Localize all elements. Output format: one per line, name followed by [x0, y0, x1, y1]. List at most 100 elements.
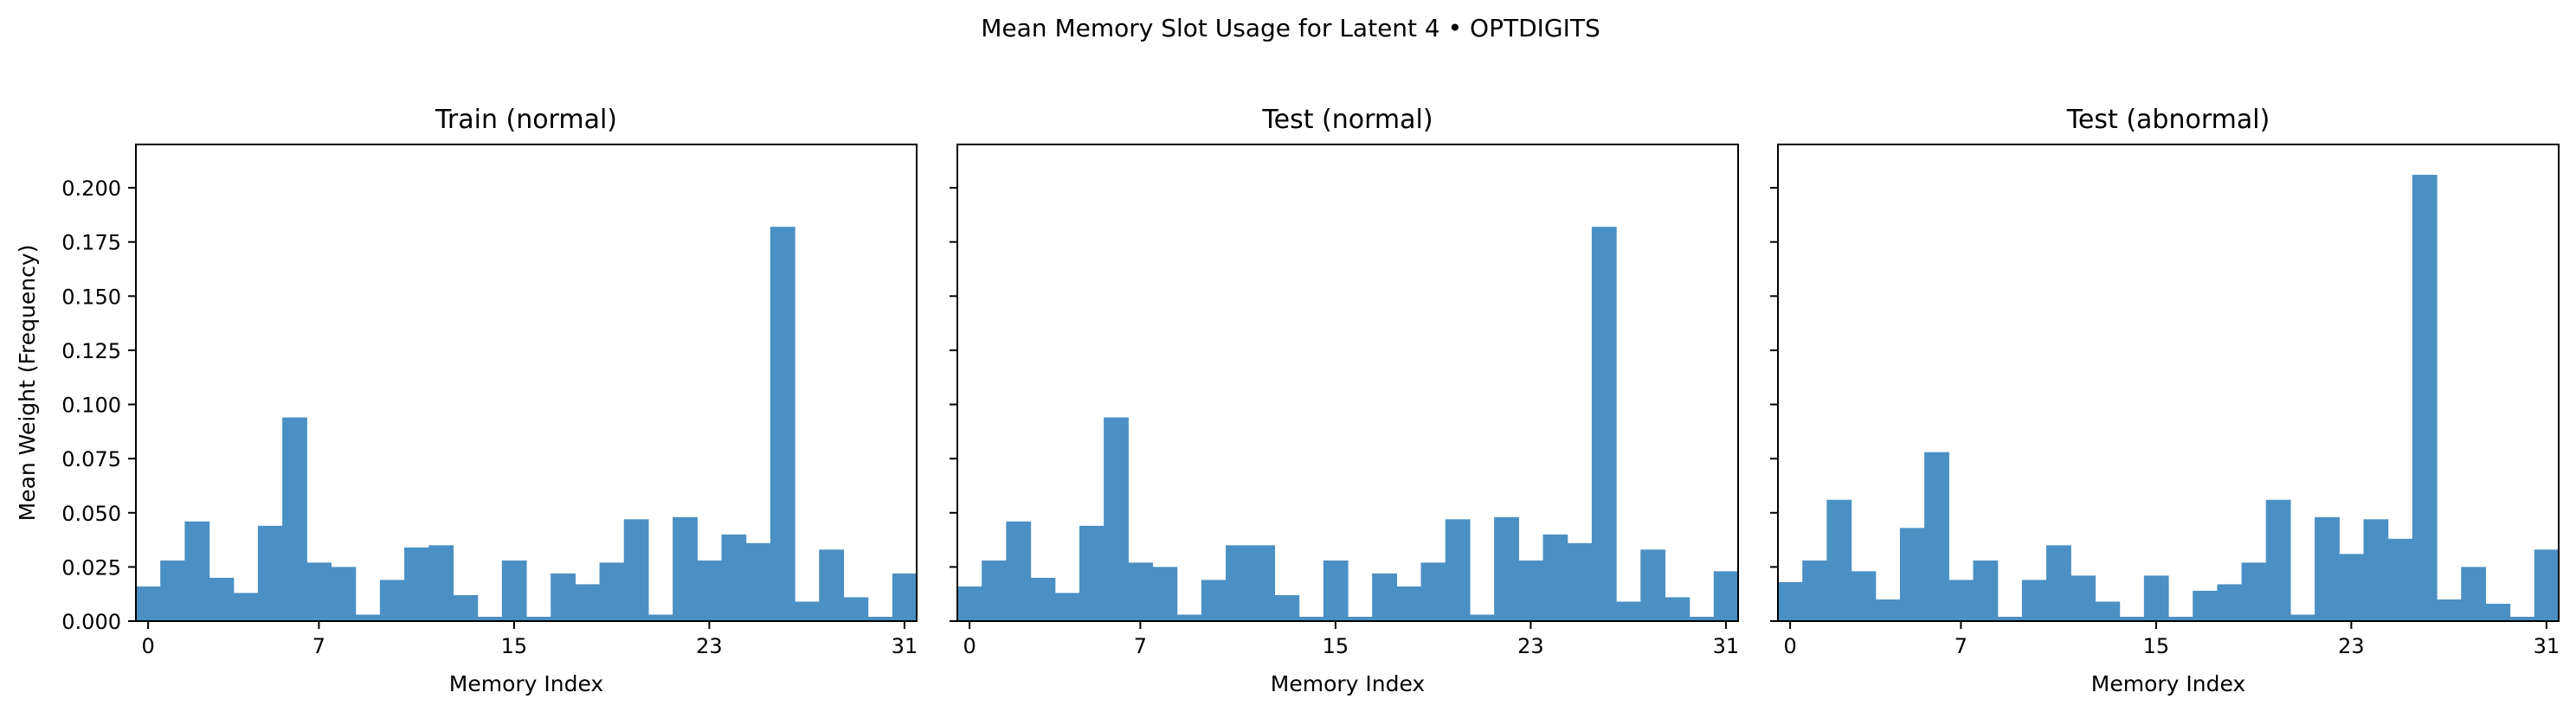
x-axis-label: Memory Index [1271, 671, 1425, 696]
bar [355, 614, 381, 621]
bar [745, 542, 771, 621]
bar [331, 567, 357, 621]
bar [2363, 519, 2389, 621]
bar [1665, 597, 1690, 621]
bar [843, 597, 869, 621]
axes-frame [135, 144, 918, 622]
bar [2437, 599, 2462, 621]
bar [1899, 528, 1925, 621]
bar [306, 562, 332, 621]
panel-title: Test (abnormal) [2066, 105, 2270, 135]
bar [501, 560, 527, 621]
bar [1851, 571, 1877, 621]
x-tick-label: 31 [2534, 634, 2560, 658]
bar [2095, 601, 2121, 621]
y-tick-label: 0.025 [61, 555, 121, 580]
y-tick-label: 0.000 [61, 610, 121, 634]
bar [1802, 560, 1827, 621]
bar [1298, 616, 1324, 621]
bar [2485, 603, 2511, 621]
bar [2021, 580, 2047, 621]
bar [2193, 590, 2218, 621]
axes-frame [1777, 144, 2560, 622]
y-tick-label: 0.075 [61, 447, 121, 471]
panel-title: Train (normal) [435, 105, 617, 135]
bar [721, 534, 747, 621]
panel-3: 0 7 15 23 31 Test (abnormal) Memory Index [1770, 105, 2560, 696]
bar [795, 601, 820, 621]
panel-2: 0 7 15 23 31 Test (normal) Memory Index [950, 105, 1739, 696]
y-tick-label: 0.150 [61, 285, 121, 309]
bar [136, 586, 161, 621]
bar [2143, 575, 2169, 621]
x-tick-label: 23 [1517, 634, 1544, 658]
chart-panels: 0 7 15 23 31 0.000 0.025 0.050 0.075 0.100 0.125 0.… [15, 105, 2560, 696]
bar [2534, 549, 2560, 621]
bar [1372, 573, 1397, 621]
bar [1201, 580, 1227, 621]
y-axis-label: Mean Weight (Frequency) [15, 245, 40, 522]
bar [1226, 545, 1251, 621]
bar [551, 573, 576, 621]
bar [2509, 616, 2535, 621]
bar [892, 573, 918, 621]
bar [1640, 549, 1666, 621]
bar [2119, 616, 2145, 621]
bar [1689, 616, 1715, 621]
bar [453, 594, 479, 621]
y-tick-label: 0.100 [61, 394, 121, 418]
x-tick-label: 23 [2338, 634, 2365, 658]
x-tick-label: 23 [696, 634, 723, 658]
bar [526, 616, 551, 621]
bar [2289, 614, 2315, 621]
bar [957, 586, 982, 621]
x-tick-label: 7 [1134, 634, 1147, 658]
bar [1152, 567, 1178, 621]
bar [1128, 562, 1154, 621]
bar [1006, 521, 1032, 621]
bar [477, 616, 503, 621]
bar [1924, 452, 1949, 621]
bar [770, 227, 795, 621]
bar [867, 616, 893, 621]
bar [982, 560, 1007, 621]
bar [1445, 519, 1471, 621]
x-tick-label: 15 [1323, 634, 1349, 658]
bar [1030, 577, 1056, 621]
x-tick-label: 7 [1955, 634, 1967, 658]
bar [697, 560, 723, 621]
bar [1250, 545, 1276, 621]
bar [1713, 571, 1739, 621]
bar [2339, 554, 2365, 621]
panel-title: Test (normal) [1261, 105, 1433, 135]
bar [1826, 499, 1852, 621]
bar [1616, 601, 1641, 621]
x-tick-label: 31 [892, 634, 918, 658]
bar [404, 547, 429, 621]
bar [2241, 562, 2267, 621]
y-tick-label: 0.175 [61, 231, 121, 255]
bar [428, 545, 454, 621]
bar [1973, 560, 1999, 621]
bar [2387, 538, 2413, 621]
bar [2217, 584, 2243, 621]
bar [1997, 616, 2023, 621]
bar [2168, 616, 2193, 621]
bar [282, 417, 307, 621]
bar [1518, 560, 1544, 621]
x-tick-label: 31 [1713, 634, 1740, 658]
bar [1420, 562, 1446, 621]
bar [2461, 567, 2487, 621]
bar [1567, 542, 1593, 621]
x-axis-label: Memory Index [2091, 671, 2245, 696]
x-tick-label: 0 [141, 634, 154, 658]
bar [1323, 560, 1349, 621]
bar [1948, 580, 1974, 621]
bar [257, 525, 283, 621]
bar [379, 580, 405, 621]
bar [2046, 545, 2071, 621]
x-tick-label: 0 [963, 634, 976, 658]
bar [2070, 575, 2096, 621]
